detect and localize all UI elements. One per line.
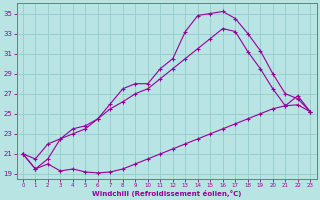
X-axis label: Windchill (Refroidissement éolien,°C): Windchill (Refroidissement éolien,°C) xyxy=(92,190,241,197)
